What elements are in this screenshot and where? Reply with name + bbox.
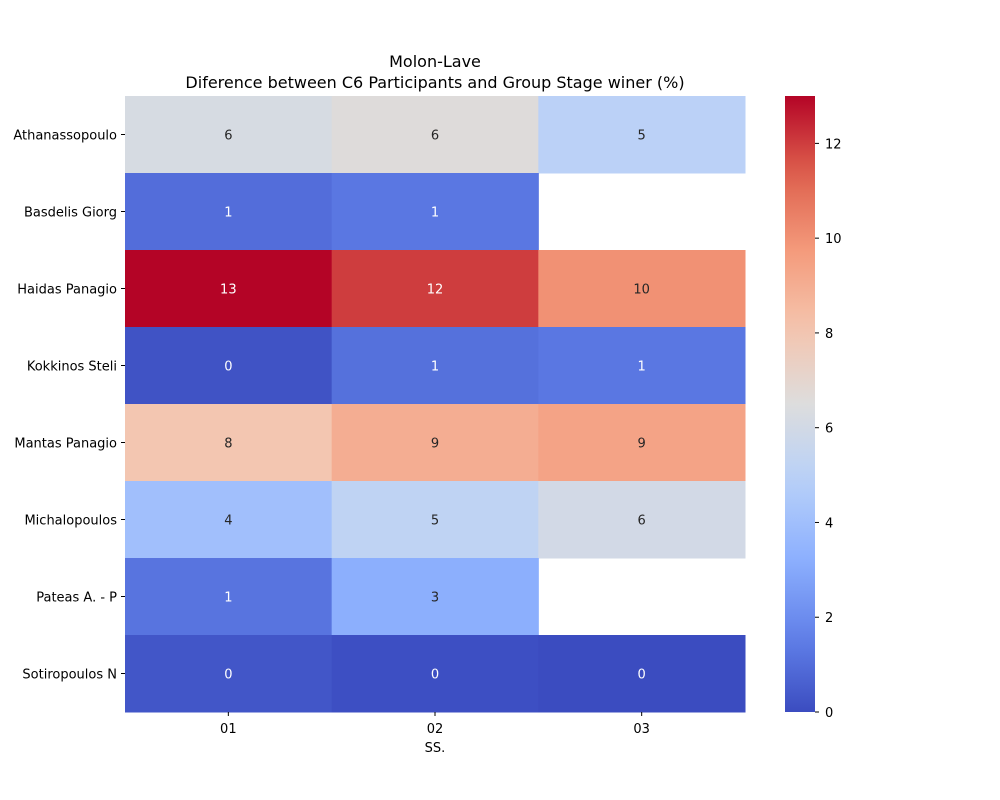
heatmap-cells: 6 6 51 113 12 100 1 18 9 94 5 61 30 0 0 [125, 96, 746, 713]
x-tick-label: 02 [427, 722, 444, 737]
cell-annotation: 5 [638, 129, 646, 144]
heatmap-cell [538, 481, 746, 559]
cell-annotation: 0 [431, 668, 439, 683]
cell-annotation: 1 [431, 360, 439, 375]
colorbar: 0 2 4 6 8 10 12 [785, 96, 842, 721]
heatmap-cell [125, 558, 333, 636]
heatmap-cell [538, 635, 746, 713]
chart-subtitle: Diference between C6 Participants and Gr… [185, 73, 684, 92]
y-tick-label: Basdelis Giorg [24, 206, 117, 221]
x-tick-label: 03 [633, 722, 650, 737]
colorbar-tick-label: 10 [825, 232, 842, 247]
heatmap-cell [125, 635, 333, 713]
heatmap-cell [125, 327, 333, 405]
heatmap-cell [125, 404, 333, 482]
heatmap-cell [538, 327, 746, 405]
colorbar-tick-label: 8 [825, 327, 833, 342]
heatmap-cell [331, 327, 539, 405]
heatmap-cell [331, 173, 539, 251]
heatmap-cell [331, 635, 539, 713]
y-tick-label: Michalopoulos [24, 514, 117, 529]
x-tick-labels: 01 02 03 [220, 712, 650, 737]
colorbar-tick-label: 2 [825, 611, 833, 626]
colorbar-gradient [785, 96, 815, 712]
cell-annotation: 9 [638, 437, 646, 452]
y-tick-label: Haidas Panagio [17, 283, 117, 298]
cell-annotation: 6 [638, 514, 646, 529]
cell-annotation: 1 [638, 360, 646, 375]
heatmap-cell [331, 558, 539, 636]
y-tick-label: Kokkinos Steli [27, 360, 117, 375]
cell-annotation: 1 [224, 591, 232, 606]
x-tick-label: 01 [220, 722, 237, 737]
cell-annotation: 0 [224, 360, 232, 375]
colorbar-tick-label: 0 [825, 706, 833, 721]
cell-annotation: 0 [638, 668, 646, 683]
heatmap-cell [125, 96, 333, 174]
cell-annotation: 6 [224, 129, 232, 144]
cell-annotation: 9 [431, 437, 439, 452]
chart-title: Molon-Lave [389, 52, 481, 71]
heatmap-cell [331, 404, 539, 482]
heatmap-cell [538, 96, 746, 174]
cell-annotation: 5 [431, 514, 439, 529]
y-tick-labels: Athanassopoulo Basdelis Giorg Haidas Panag… [13, 129, 125, 683]
heatmap-cell [125, 481, 333, 559]
colorbar-tick-label: 12 [825, 137, 842, 152]
cell-annotation: 8 [224, 437, 232, 452]
heatmap-cell [331, 481, 539, 559]
cell-annotation: 10 [633, 283, 650, 298]
colorbar-tick-label: 6 [825, 422, 833, 437]
cell-annotation: 6 [431, 129, 439, 144]
cell-annotation: 4 [224, 514, 232, 529]
colorbar-tick-label: 4 [825, 516, 833, 531]
heatmap-cell [331, 250, 539, 328]
y-tick-label: Pateas A. - P [36, 591, 117, 606]
cell-annotation: 3 [431, 591, 439, 606]
heatmap-cell [125, 173, 333, 251]
heatmap-cell [538, 404, 746, 482]
heatmap-cell [538, 250, 746, 328]
heatmap-cell [125, 250, 333, 328]
cell-annotation: 1 [224, 206, 232, 221]
x-axis-label: SS. [425, 741, 446, 756]
y-tick-label: Athanassopoulo [13, 129, 117, 144]
cell-annotation: 1 [431, 206, 439, 221]
heatmap-cell [331, 96, 539, 174]
cell-annotation: 12 [427, 283, 444, 298]
cell-annotation: 13 [220, 283, 237, 298]
y-tick-label: Mantas Panagio [14, 437, 117, 452]
y-tick-label: Sotiropoulos N [22, 668, 117, 683]
cell-annotation: 0 [224, 668, 232, 683]
